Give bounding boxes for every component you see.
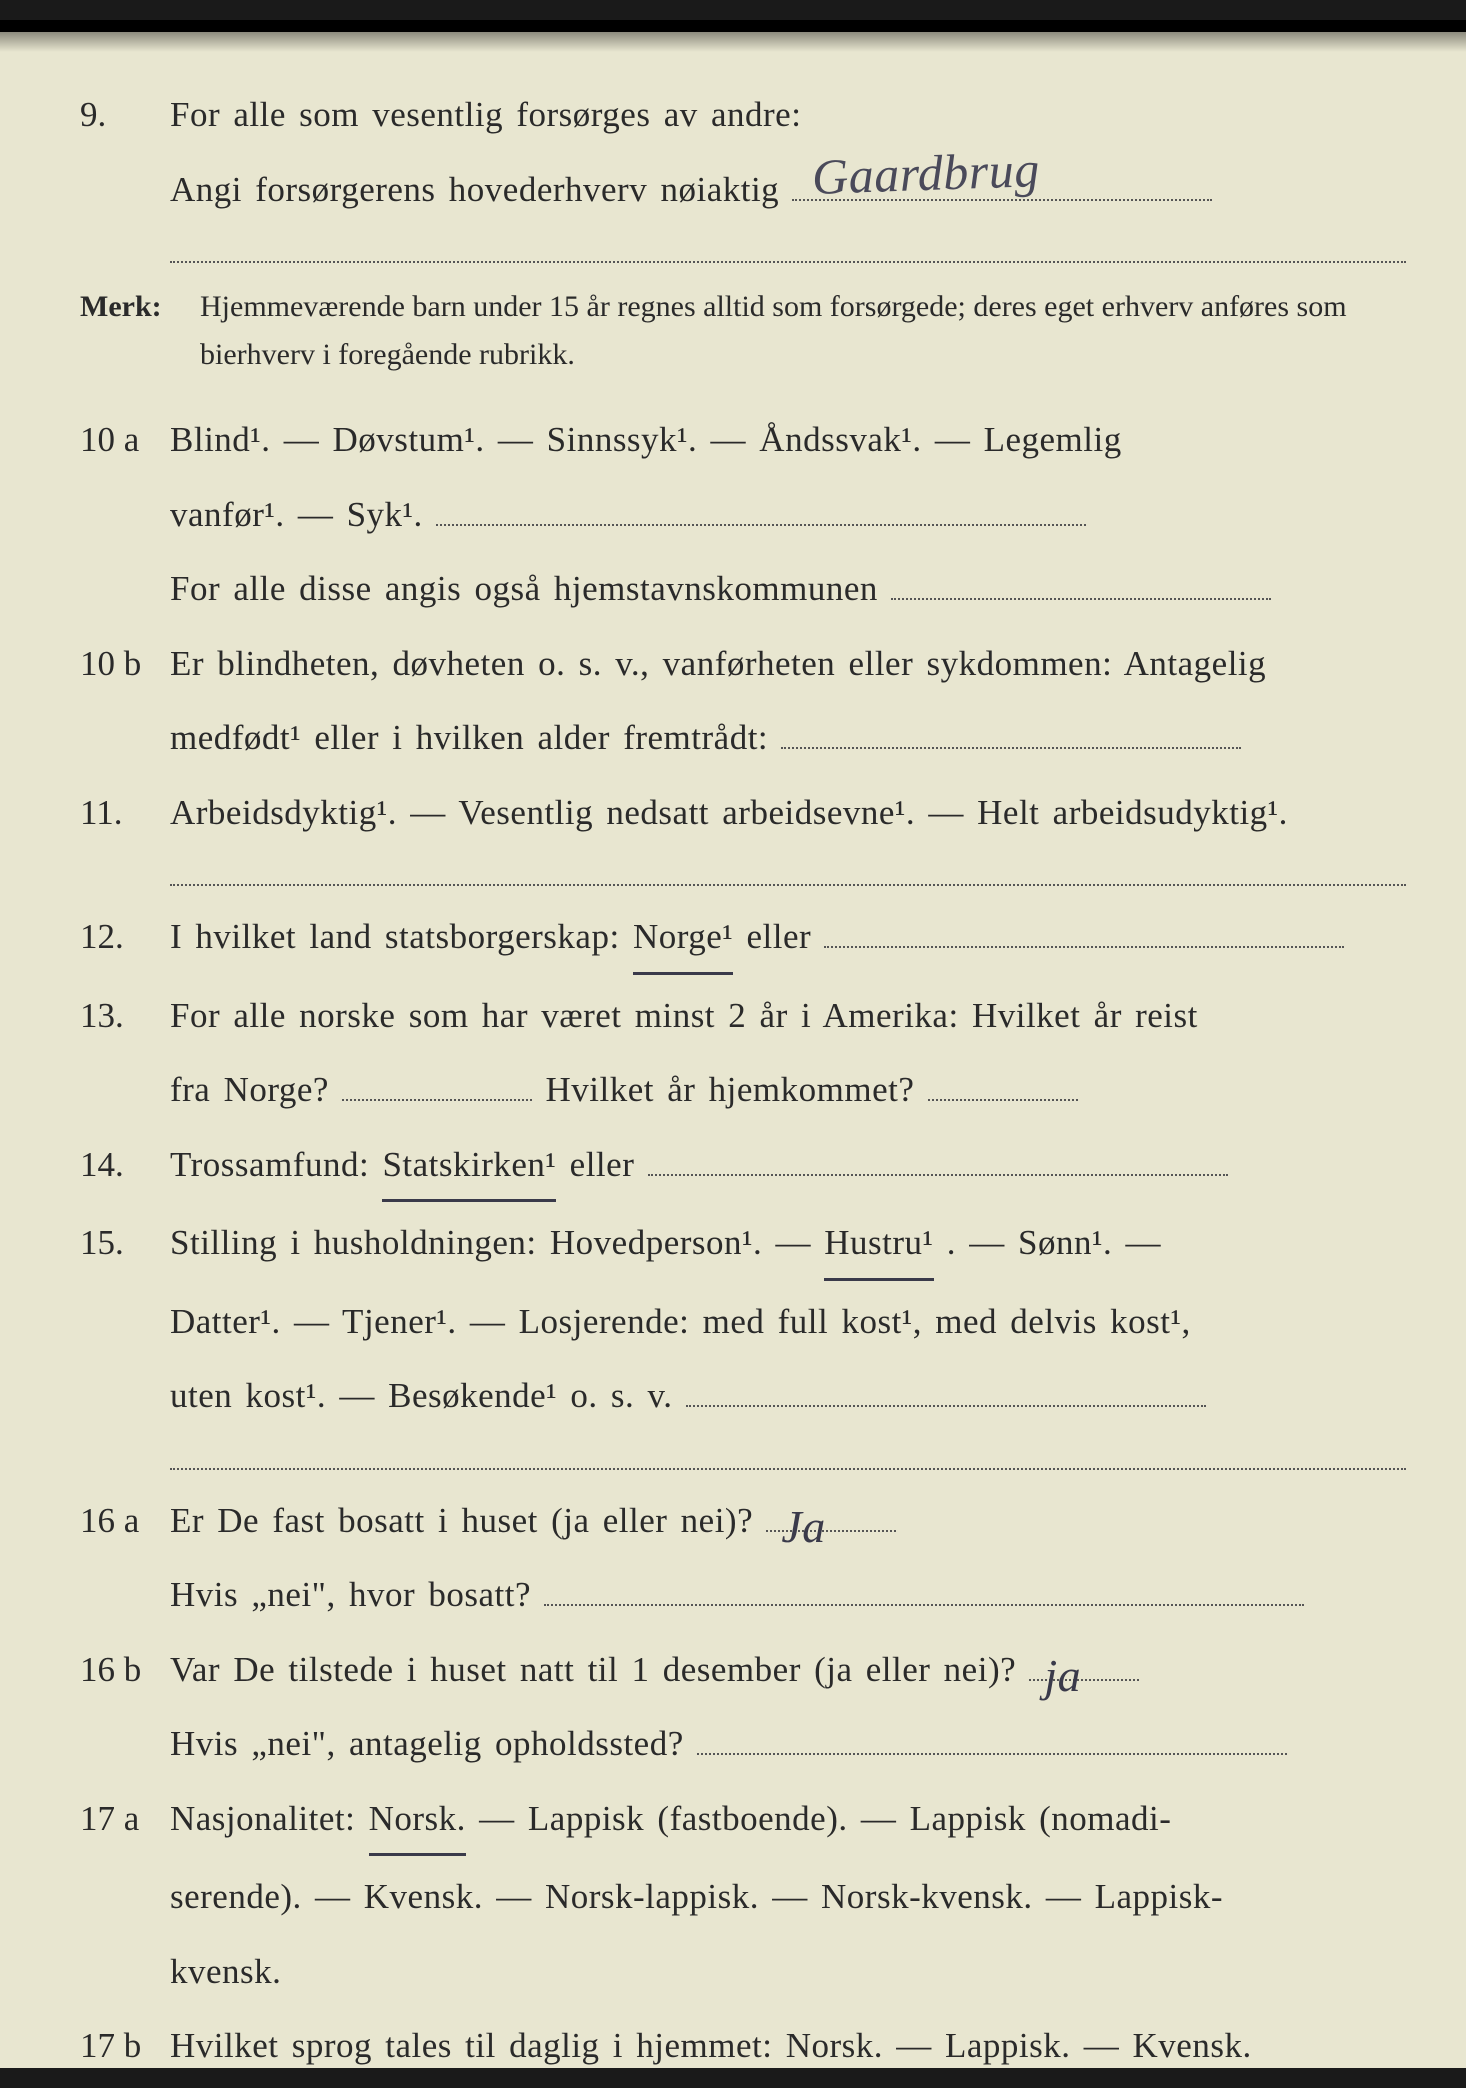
q16a-blank1: Ja — [766, 1497, 896, 1532]
q16a-line1-text: Er De fast bosatt i huset (ja eller nei)… — [170, 1501, 753, 1540]
q16a-line1: Er De fast bosatt i huset (ja eller nei)… — [170, 1488, 1406, 1555]
q17b-text: Hvilket sprog tales til daglig i hjemmet… — [170, 2013, 1406, 2068]
q10b-line2: medfødt¹ eller i hvilken alder fremtrådt… — [170, 705, 1406, 772]
q14-text: Trossamfund: Statskirken¹ eller — [170, 1132, 1406, 1203]
question-17b: 17 b Hvilket sprog tales til daglig i hj… — [80, 2013, 1406, 2068]
q9-line1: For alle som vesentlig forsørges av andr… — [170, 82, 1406, 149]
q13-line1: For alle norske som har været minst 2 år… — [170, 983, 1406, 1050]
q9-line2: Angi forsørgerens hovederhverv nøiaktig … — [170, 157, 1406, 224]
q17a-number: 17 a — [80, 1786, 170, 1853]
q9-answer: Gaardbrug — [811, 122, 1042, 225]
q16b-line2-text: Hvis „nei", antagelig opholdssted? — [170, 1724, 684, 1763]
q16b-line1-text: Var De tilstede i huset natt til 1 desem… — [170, 1650, 1016, 1689]
question-16b: 16 b Var De tilstede i huset natt til 1 … — [80, 1637, 1406, 1778]
q12-text: I hvilket land statsborgerskap: Norge¹ e… — [170, 904, 1406, 975]
q10a-number: 10 a — [80, 407, 170, 474]
census-form-page: 9. For alle som vesentlig forsørges av a… — [0, 20, 1466, 2068]
question-9: 9. For alle som vesentlig forsørges av a… — [80, 82, 1406, 263]
question-13: 13. For alle norske som har været minst … — [80, 983, 1406, 1124]
q16a-blank2 — [544, 1571, 1304, 1606]
q15-continuation-line — [170, 1446, 1406, 1470]
q10a-line3-text: For alle disse angis også hjemstavnskomm… — [170, 569, 878, 608]
q11-number: 11. — [80, 780, 170, 847]
q17a-line1b: — Lappisk (fastboende). — Lappisk (nomad… — [479, 1799, 1171, 1838]
q15-line1a: Stilling i husholdningen: Hovedperson¹. … — [170, 1223, 824, 1262]
q9-number: 9. — [80, 82, 170, 149]
q16b-line2: Hvis „nei", antagelig opholdssted? — [170, 1711, 1406, 1778]
q15-line1b: . — Sønn¹. — — [947, 1223, 1161, 1262]
question-17a: 17 a Nasjonalitet: Norsk. — Lappisk (fas… — [80, 1786, 1406, 2006]
q12-suffix: eller — [747, 917, 812, 956]
q16b-answer: ja — [1044, 1632, 1081, 1719]
q17a-selected: Norsk. — [369, 1786, 466, 1857]
q14-suffix: eller — [570, 1145, 635, 1184]
q15-line3: uten kost¹. — Besøkende¹ o. s. v. — [170, 1363, 1406, 1430]
question-16a: 16 a Er De fast bosatt i huset (ja eller… — [80, 1488, 1406, 1629]
q12-prefix: I hvilket land statsborgerskap: — [170, 917, 633, 956]
q12-blank — [824, 913, 1344, 948]
question-15: 15. Stilling i husholdningen: Hovedperso… — [80, 1210, 1406, 1470]
q9-line2-text: Angi forsørgerens hovederhverv nøiaktig — [170, 170, 779, 209]
q9-blank: Gaardbrug — [792, 166, 1212, 201]
q10b-line2-text: medfødt¹ eller i hvilken alder fremtrådt… — [170, 718, 768, 757]
q10b-number: 10 b — [80, 631, 170, 698]
q17a-line1a: Nasjonalitet: — [170, 1799, 369, 1838]
q15-line3-text: uten kost¹. — Besøkende¹ o. s. v. — [170, 1376, 673, 1415]
question-10a: 10 a Blind¹. — Døvstum¹. — Sinnssyk¹. — … — [80, 407, 1406, 623]
merk-text: Hjemmeværende barn under 15 år regnes al… — [200, 283, 1406, 379]
q10a-blank1 — [436, 491, 1086, 526]
q13-line2: fra Norge? Hvilket år hjemkommet? — [170, 1057, 1406, 1124]
q14-blank — [648, 1141, 1228, 1176]
q14-prefix: Trossamfund: — [170, 1145, 382, 1184]
q13-blank2 — [928, 1066, 1078, 1101]
q14-number: 14. — [80, 1132, 170, 1199]
q17a-line1: Nasjonalitet: Norsk. — Lappisk (fastboen… — [170, 1786, 1406, 1857]
q16a-number: 16 a — [80, 1488, 170, 1555]
merk-label: Merk: — [80, 283, 200, 379]
q15-number: 15. — [80, 1210, 170, 1277]
q16a-line2-text: Hvis „nei", hvor bosatt? — [170, 1575, 531, 1614]
q10b-blank — [781, 714, 1241, 749]
q12-number: 12. — [80, 904, 170, 971]
q10a-blank2 — [891, 565, 1271, 600]
q13-line2a: fra Norge? — [170, 1070, 329, 1109]
q10a-line1: Blind¹. — Døvstum¹. — Sinnssyk¹. — Åndss… — [170, 407, 1406, 474]
q10a-line2: vanfør¹. — Syk¹. — [170, 482, 1406, 549]
question-10b: 10 b Er blindheten, døvheten o. s. v., v… — [80, 631, 1406, 772]
q10a-line3: For alle disse angis også hjemstavnskomm… — [170, 556, 1406, 623]
question-11: 11. Arbeidsdyktig¹. — Vesentlig nedsatt … — [80, 780, 1406, 887]
q16b-line1: Var De tilstede i huset natt til 1 desem… — [170, 1637, 1406, 1704]
q17a-line3: kvensk. — [170, 1939, 1406, 2006]
q13-line2b: Hvilket år hjemkommet? — [545, 1070, 914, 1109]
q15-line1: Stilling i husholdningen: Hovedperson¹. … — [170, 1210, 1406, 1281]
q11-continuation-line — [170, 862, 1406, 886]
q16b-blank2 — [697, 1720, 1287, 1755]
q11-text: Arbeidsdyktig¹. — Vesentlig nedsatt arbe… — [170, 780, 1406, 847]
q17b-number: 17 b — [80, 2013, 170, 2068]
note-merk: Merk: Hjemmeværende barn under 15 år reg… — [80, 283, 1406, 379]
q13-number: 13. — [80, 983, 170, 1050]
q14-selected: Statskirken¹ — [382, 1132, 556, 1203]
q16a-line2: Hvis „nei", hvor bosatt? — [170, 1562, 1406, 1629]
q12-selected: Norge¹ — [633, 904, 733, 975]
q16b-blank1: ja — [1029, 1646, 1139, 1681]
q16a-answer: Ja — [781, 1483, 825, 1570]
q10a-line2-text: vanfør¹. — Syk¹. — [170, 495, 423, 534]
q10b-line1: Er blindheten, døvheten o. s. v., vanfør… — [170, 631, 1406, 698]
question-12: 12. I hvilket land statsborgerskap: Norg… — [80, 904, 1406, 975]
q16b-number: 16 b — [80, 1637, 170, 1704]
q15-blank — [686, 1372, 1206, 1407]
q15-selected: Hustru¹ — [824, 1210, 933, 1281]
q13-blank1 — [342, 1066, 532, 1101]
q15-line2: Datter¹. — Tjener¹. — Losjerende: med fu… — [170, 1289, 1406, 1356]
question-14: 14. Trossamfund: Statskirken¹ eller — [80, 1132, 1406, 1203]
q17a-line2: serende). — Kvensk. — Norsk-lappisk. — N… — [170, 1864, 1406, 1931]
q9-continuation-line — [170, 239, 1406, 263]
